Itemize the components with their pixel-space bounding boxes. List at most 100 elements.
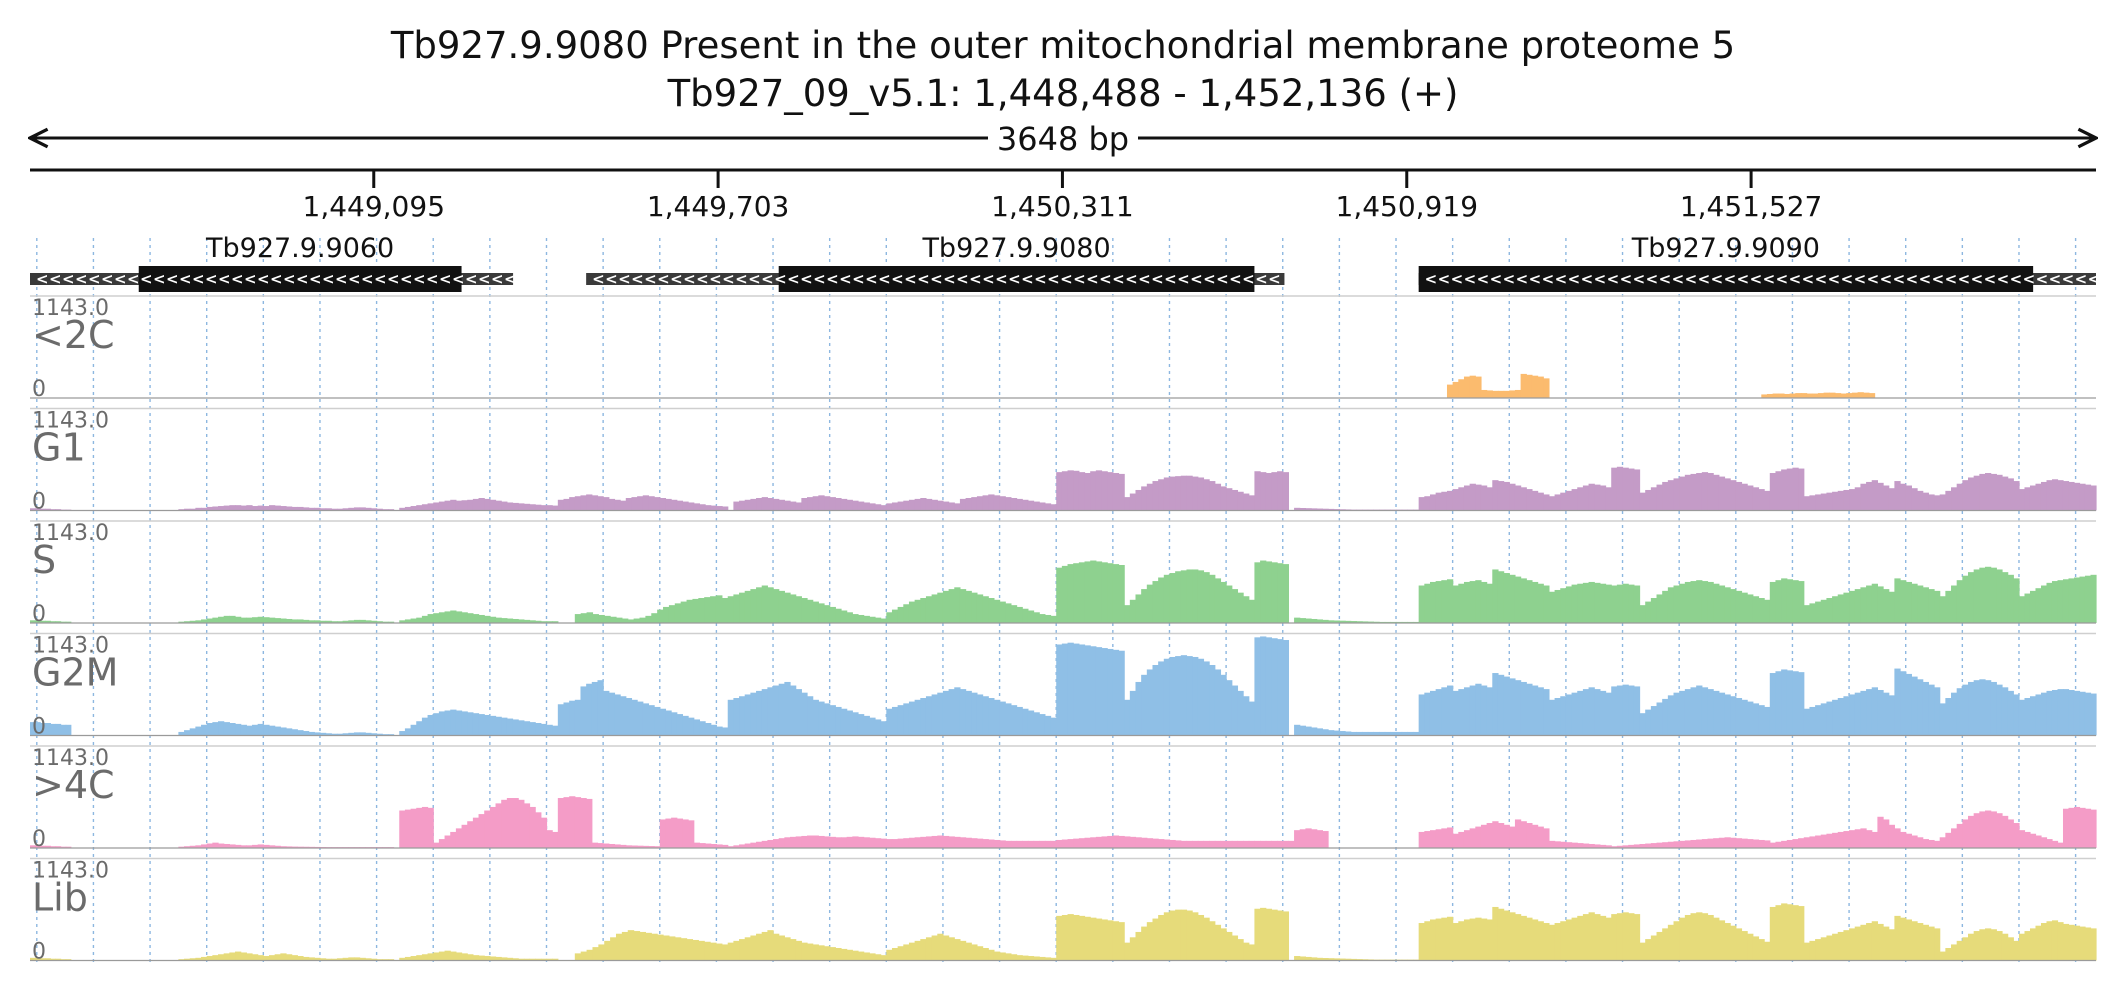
coverage-bar [835, 498, 842, 511]
coverage-bar [1492, 569, 1499, 623]
coverage-bar [1577, 690, 1584, 736]
strand-chevron: < [309, 270, 322, 288]
coverage-bar [1039, 714, 1046, 736]
coverage-bar [891, 502, 899, 511]
coverage-bar [744, 499, 751, 511]
coverage-bar [1735, 838, 1743, 848]
coverage-bar [416, 955, 423, 961]
coverage-bar [852, 712, 859, 736]
strand-chevron: < [1529, 270, 1542, 288]
coverage-bar [1367, 731, 1374, 736]
coverage-bar [818, 603, 825, 623]
coverage-bar [784, 500, 791, 511]
coverage-bar [1594, 914, 1601, 961]
coverage-bar [999, 496, 1006, 511]
coverage-bar [1778, 393, 1785, 398]
coverage-bar [2090, 485, 2097, 511]
coverage-bar [1622, 845, 1629, 848]
coverage-bar [60, 724, 67, 736]
coverage-bar [1231, 935, 1239, 961]
coverage-bar [767, 498, 774, 511]
coverage-bar [235, 505, 242, 511]
coverage-bar [2007, 478, 2014, 511]
coverage-bar [750, 692, 757, 736]
coverage-bar [761, 931, 768, 961]
coverage-bar [959, 837, 967, 848]
coverage-bar [654, 706, 661, 736]
coverage-bar [370, 958, 378, 961]
coverage-tracks: 1143.0<2C01143.0G101143.0S01143.0G2M0114… [30, 295, 2097, 965]
coverage-bar [206, 956, 213, 961]
coverage-bar [1645, 843, 1652, 848]
coverage-bar [1316, 728, 1323, 736]
coverage-bar [1577, 583, 1584, 623]
coverage-bar [1701, 687, 1709, 736]
strand-chevron: < [140, 270, 153, 288]
coverage-bar [535, 620, 542, 623]
coverage-bar [1951, 828, 1958, 848]
coverage-bar [1806, 393, 1813, 398]
coverage-bar [1809, 706, 1816, 736]
coverage-bar [1169, 839, 1176, 848]
coverage-bar [1871, 831, 1878, 848]
coverage-bar [1962, 684, 1969, 736]
coverage-bar [246, 845, 253, 848]
coverage-bar [399, 810, 406, 848]
strand-chevron: < [787, 270, 800, 288]
coverage-bar [1277, 840, 1284, 848]
coverage-bar [639, 931, 646, 961]
coverage-bar [1305, 726, 1312, 736]
coverage-bar [1917, 923, 1924, 961]
coverage-bar [676, 818, 684, 848]
coverage-bar [1010, 954, 1018, 961]
coverage-bar [1237, 592, 1244, 623]
coverage-bar [1141, 674, 1148, 736]
coverage-bar [1016, 706, 1023, 736]
coverage-bar [184, 508, 191, 511]
coverage-bar [1260, 472, 1267, 511]
coverage-bar [852, 950, 859, 961]
coverage-bar [903, 604, 910, 623]
strand-chevron: < [218, 270, 231, 288]
coverage-bar [1503, 481, 1510, 511]
coverage-bar [1868, 393, 1876, 398]
strand-chevron: < [1984, 270, 1997, 288]
coverage-bar [1798, 468, 1805, 511]
coverage-bar [427, 953, 434, 961]
strand-chevron: < [1477, 270, 1490, 288]
coverage-bar [410, 506, 417, 511]
coverage-bar [1633, 585, 1641, 623]
coverage-bar [1781, 578, 1788, 623]
coverage-bar [1979, 473, 1986, 511]
coverage-bar [2090, 928, 2097, 961]
coverage-bar [739, 696, 746, 736]
coverage-bar [1775, 580, 1782, 623]
coverage-bar [1877, 816, 1884, 848]
coverage-bar [529, 504, 536, 511]
coverage-bar [603, 497, 610, 511]
coverage-bar [1248, 840, 1256, 848]
coverage-bar [535, 723, 542, 736]
strand-chevron: < [748, 270, 761, 288]
coverage-bar [1769, 673, 1777, 736]
coverage-bar [778, 590, 785, 623]
coverage-bar [1112, 473, 1120, 511]
coverage-bar [1786, 904, 1794, 961]
strand-chevron: < [644, 270, 657, 288]
coverage-bar [1622, 583, 1629, 623]
coverage-bar [1883, 485, 1890, 511]
coverage-bar [1509, 574, 1516, 623]
coverage-bar [410, 724, 417, 736]
coverage-bar [1265, 561, 1273, 623]
coverage-bar [268, 617, 276, 623]
coverage-bar [1152, 918, 1159, 961]
coverage-bar [574, 699, 582, 736]
coverage-bar [1758, 489, 1765, 511]
coverage-bar [1849, 928, 1856, 961]
coverage-bar [263, 724, 270, 736]
coverage-bar [654, 497, 661, 511]
coverage-bar [1288, 840, 1295, 848]
coverage-bar [1582, 914, 1590, 961]
coverage-bar [1537, 583, 1544, 623]
ruler-tick-label: 1,449,703 [647, 190, 790, 223]
